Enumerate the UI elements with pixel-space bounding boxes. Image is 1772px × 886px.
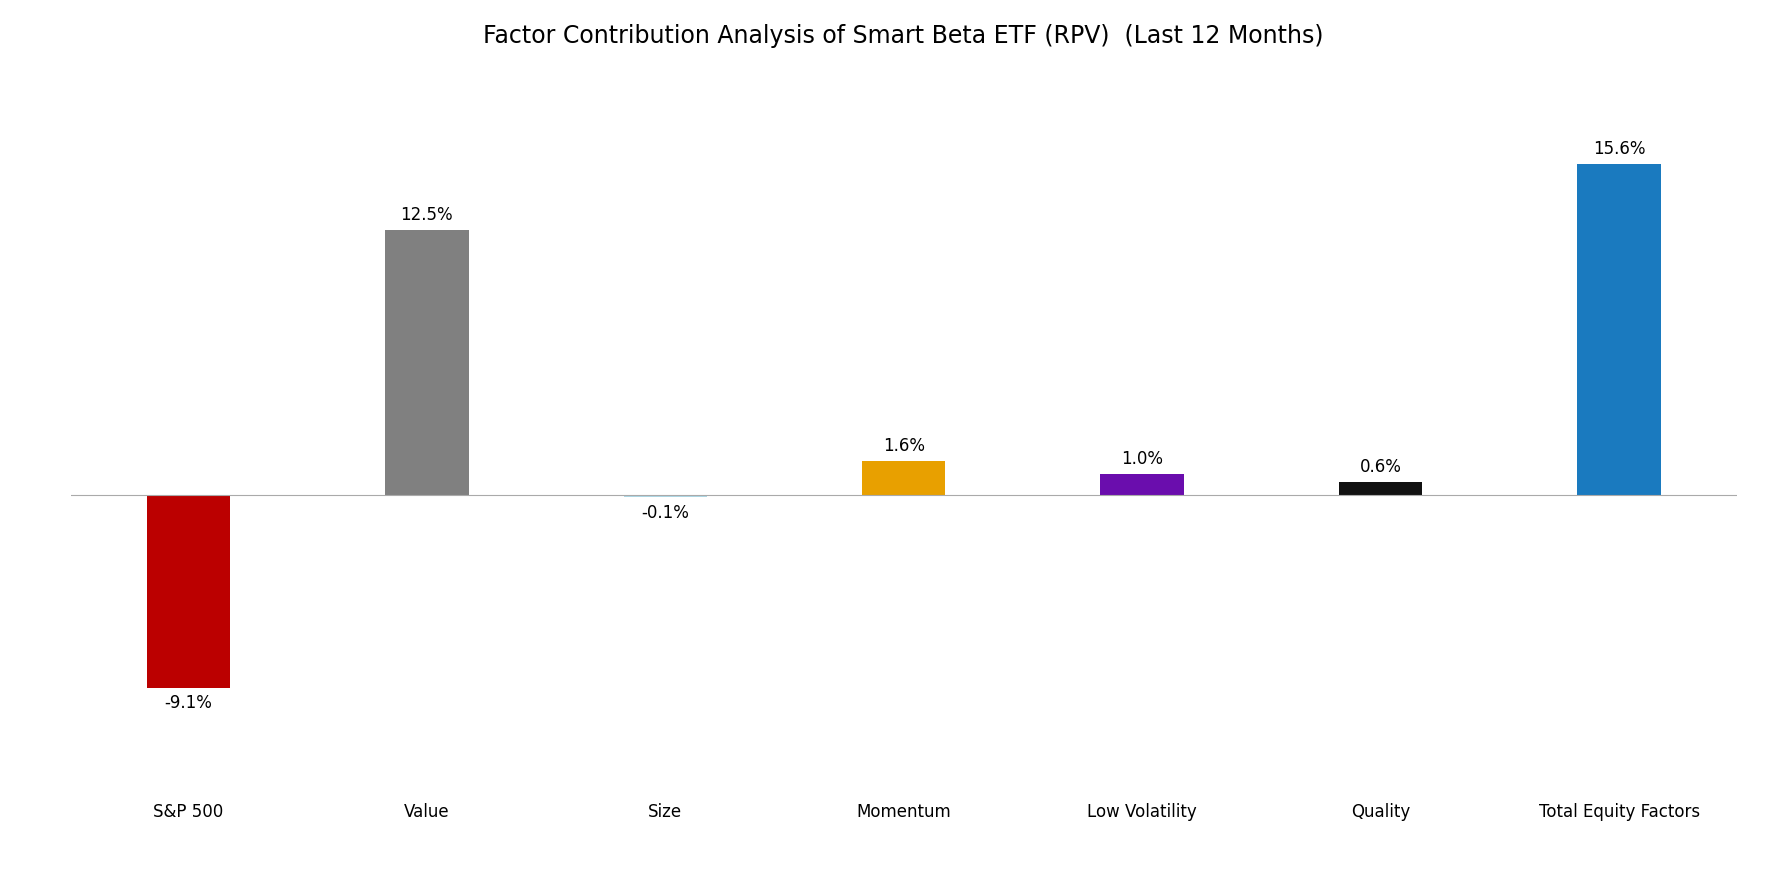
Text: 0.6%: 0.6% xyxy=(1359,458,1402,476)
Bar xyxy=(147,495,230,688)
Text: -9.1%: -9.1% xyxy=(165,695,213,712)
Text: 1.0%: 1.0% xyxy=(1122,449,1162,468)
Text: 12.5%: 12.5% xyxy=(400,206,454,223)
Bar xyxy=(1100,474,1184,495)
Bar xyxy=(1340,482,1423,495)
Bar xyxy=(624,495,707,497)
Text: 15.6%: 15.6% xyxy=(1593,140,1646,158)
Text: 1.6%: 1.6% xyxy=(882,437,925,455)
Bar xyxy=(861,461,946,495)
Bar xyxy=(385,230,468,495)
Text: -0.1%: -0.1% xyxy=(641,503,689,522)
Bar xyxy=(1577,164,1660,495)
Title: Factor Contribution Analysis of Smart Beta ETF (RPV)  (Last 12 Months): Factor Contribution Analysis of Smart Be… xyxy=(484,24,1324,48)
